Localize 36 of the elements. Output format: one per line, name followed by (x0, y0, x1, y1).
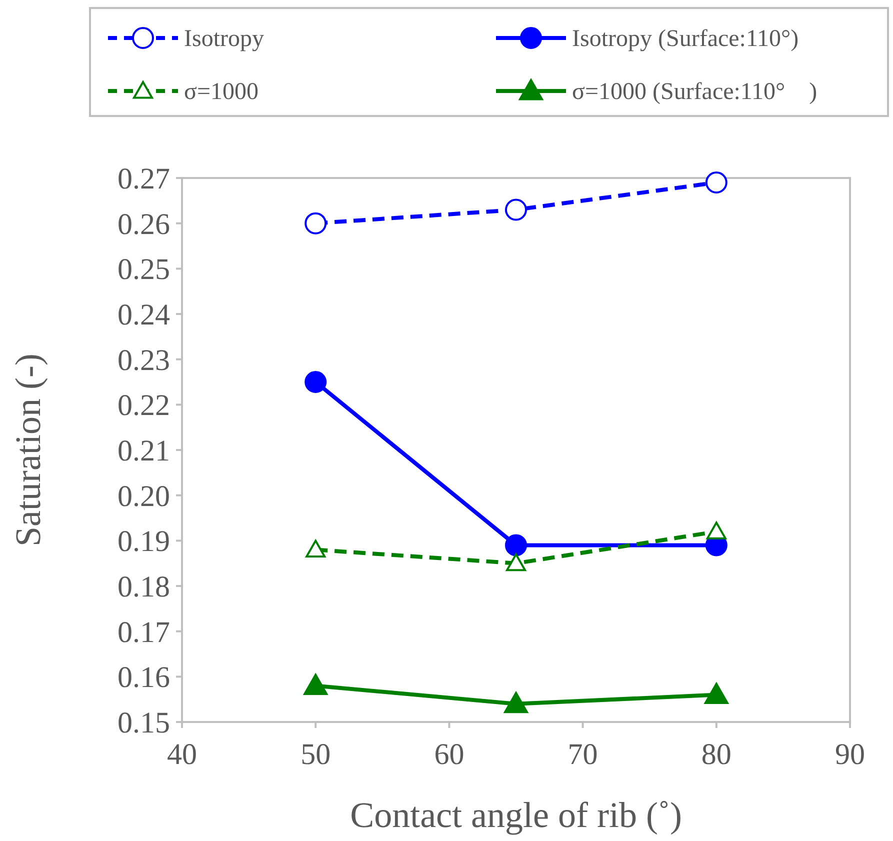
y-tick-label: 0.26 (118, 208, 170, 241)
y-tick-label: 0.25 (118, 253, 170, 286)
y-tick-label: 0.24 (118, 298, 170, 332)
point (705, 172, 728, 194)
y-tick-label: 0.23 (118, 344, 170, 377)
legend-label: Isotropy (184, 26, 264, 52)
x-tick-label: 50 (300, 738, 331, 771)
y-tick-label: 0.22 (118, 389, 170, 422)
point (504, 692, 528, 714)
y-tick-label: 0.20 (118, 480, 170, 513)
legend-label: σ=1000 (184, 79, 258, 105)
x-tick-label: 90 (835, 738, 865, 771)
y-tick-label: 0.18 (118, 570, 170, 604)
y-tick-label: 0.16 (118, 661, 170, 694)
y-tick-label: 0.19 (118, 525, 170, 558)
point (706, 522, 726, 540)
legend-label: σ=1000 (Surface:110° ) (572, 79, 818, 105)
point (704, 682, 728, 704)
y-tick-label: 0.27 (118, 162, 170, 196)
point (505, 198, 527, 221)
x-tick-label: 70 (568, 738, 598, 771)
point (304, 674, 328, 695)
point (505, 534, 527, 556)
point (304, 371, 327, 393)
legend-label: Isotropy (Surface:110°) (572, 26, 799, 52)
y-tick-label: 0.17 (118, 616, 170, 649)
y-tick-label: 0.21 (118, 434, 170, 468)
x-tick-label: 40 (167, 738, 197, 771)
x-axis-title: Contact angle of rib (˚) (350, 795, 682, 835)
x-tick-label: 80 (701, 738, 732, 771)
point (304, 212, 327, 234)
point (506, 553, 526, 572)
y-tick-label: 0.15 (118, 706, 170, 740)
point (306, 540, 326, 558)
y-axis-title: Saturation (-) (8, 354, 48, 546)
x-tick-label: 60 (434, 738, 464, 771)
